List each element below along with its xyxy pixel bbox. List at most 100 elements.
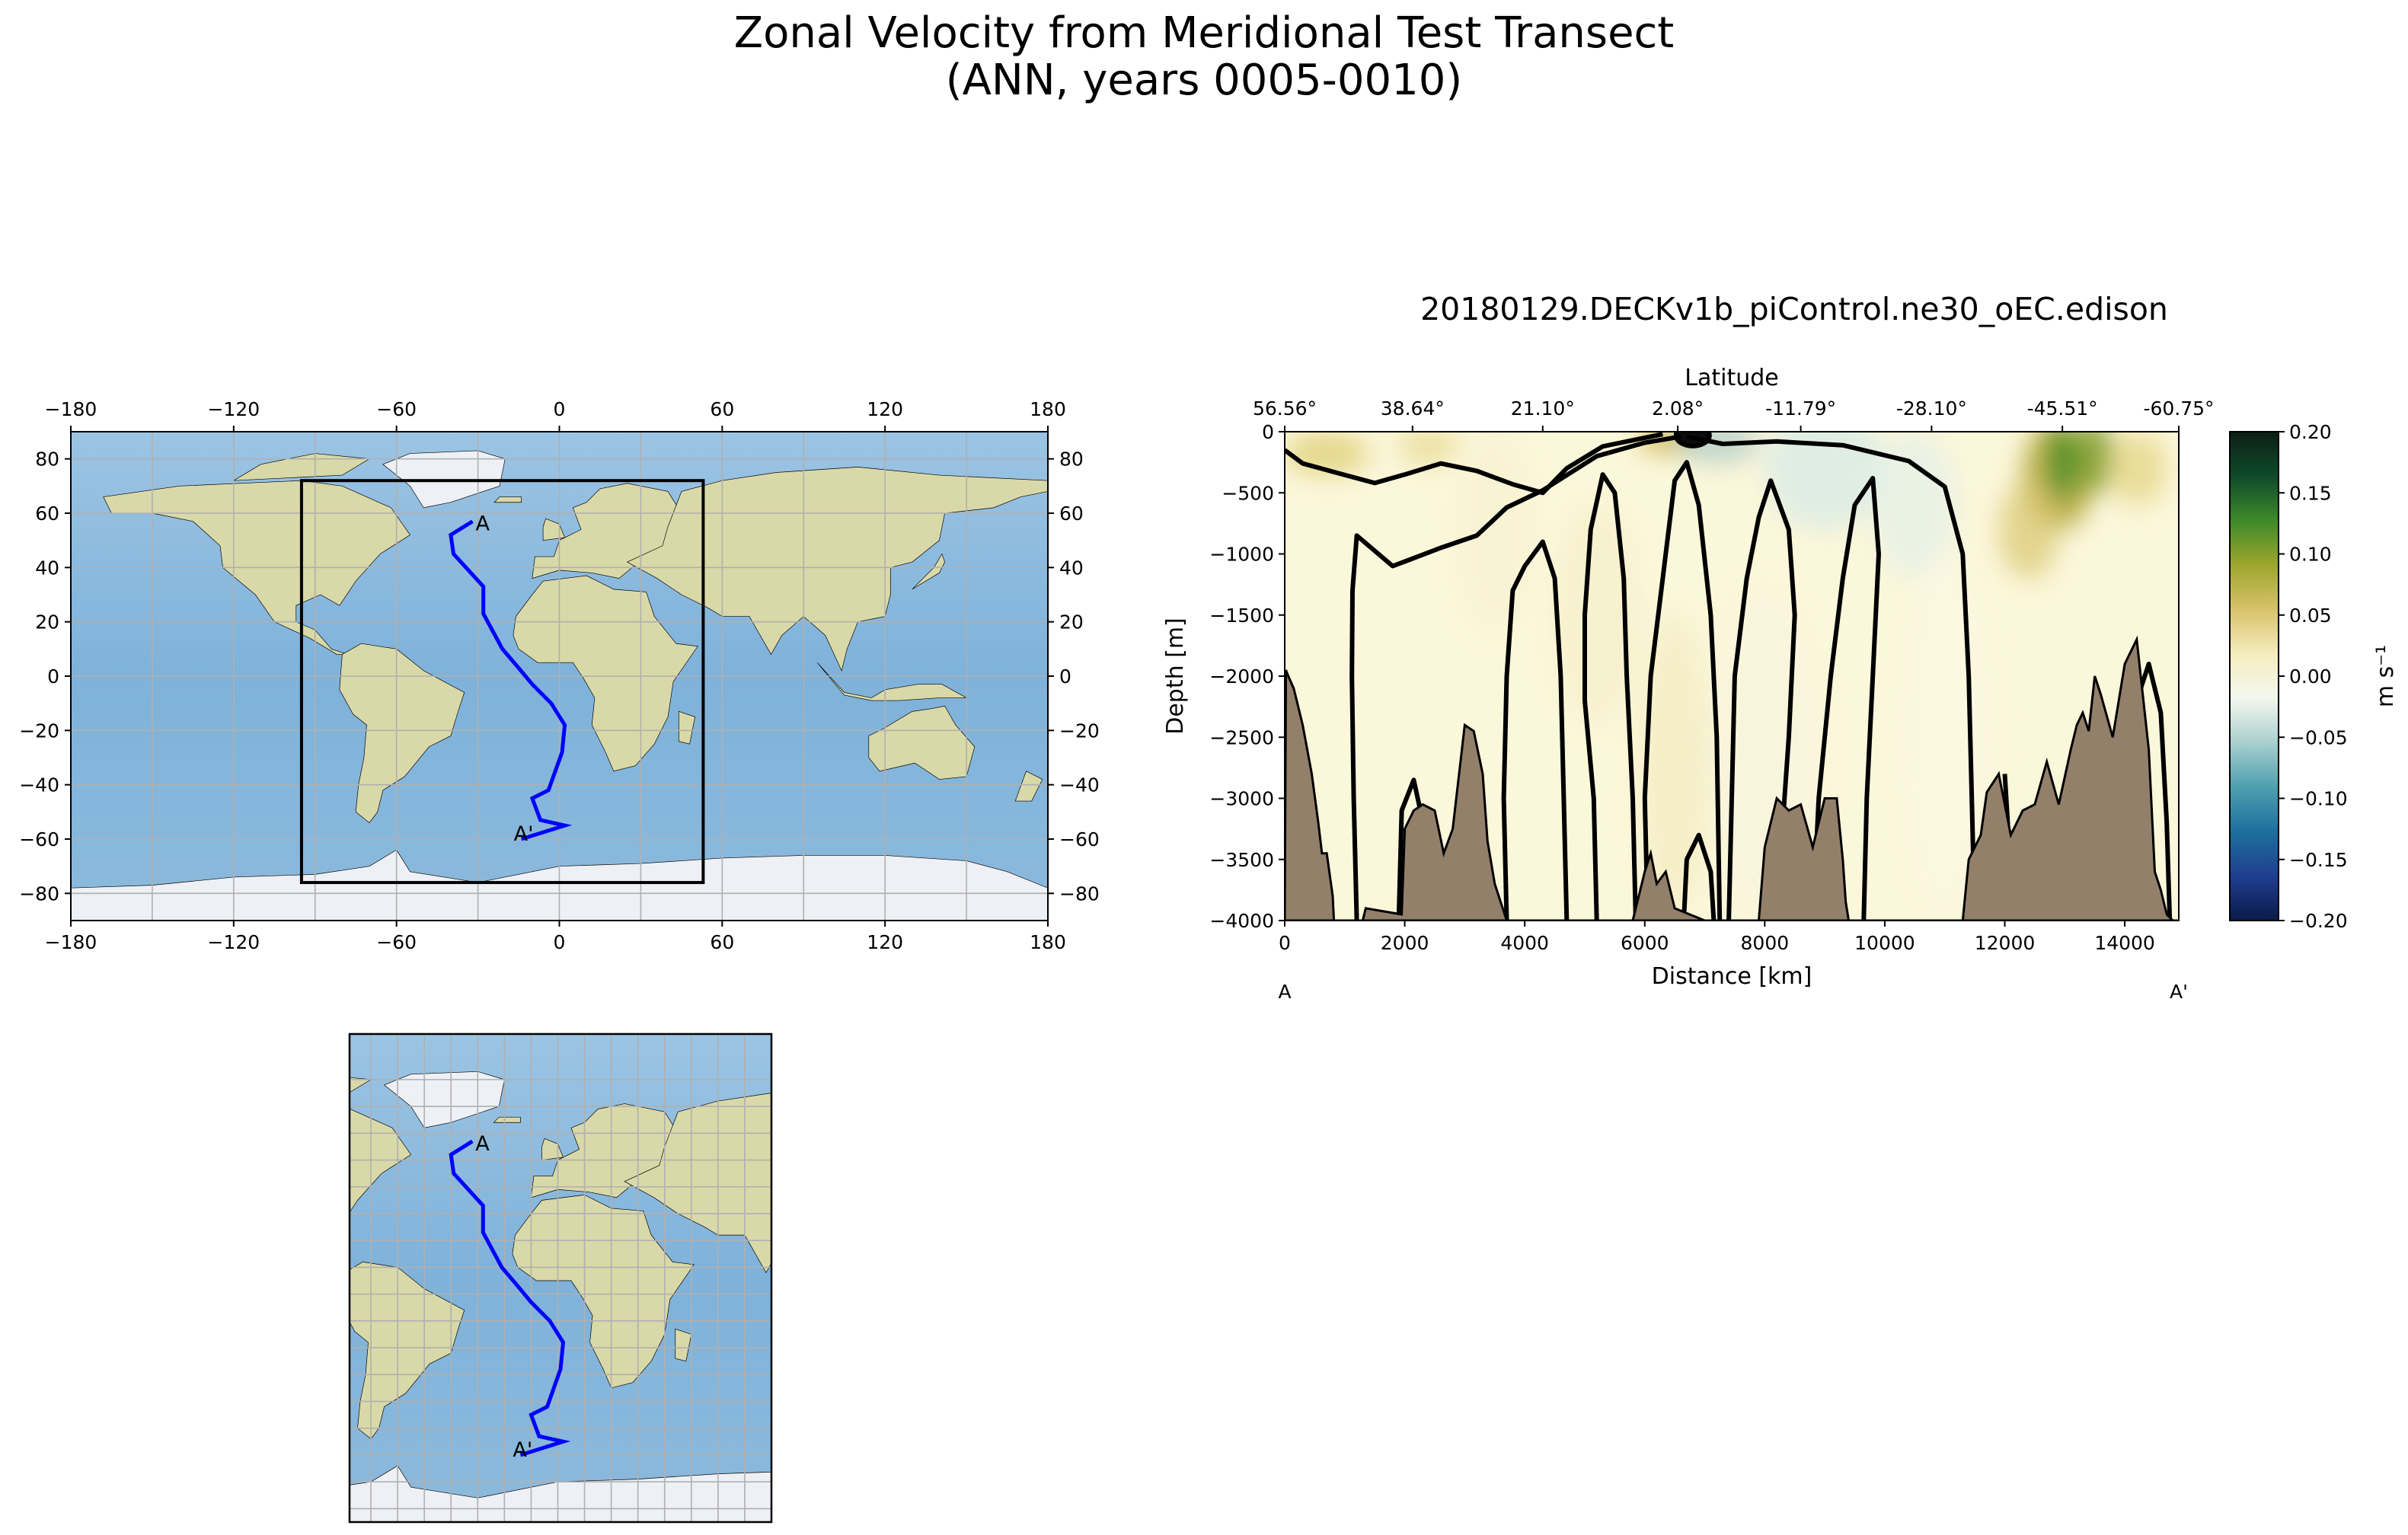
section-y-tick-label: 0 xyxy=(1262,421,1274,443)
section-field-feature xyxy=(1554,505,1639,726)
section-x-tick-label: 10000 xyxy=(1854,932,1915,954)
global-map-left-lat-label: −40 xyxy=(19,774,59,796)
inset-map-land-iceland xyxy=(493,1117,520,1122)
section-lat-tick-label: -11.79° xyxy=(1765,397,1836,420)
figure-subtitle: (ANN, years 0005-0010) xyxy=(946,56,1463,105)
global-map-land-arctic-islands xyxy=(234,454,369,481)
global-map-gridlines xyxy=(71,432,1048,921)
inset-map-land-indonesia xyxy=(812,1281,959,1318)
section-bathymetry xyxy=(1285,635,2179,921)
section-field-feature xyxy=(2106,432,2167,506)
section-contour-lines xyxy=(1285,432,2173,921)
global-map: −180 −180 −120 −120 −60 −60 0 0 60 60 120 120 180 180… xyxy=(19,398,1100,953)
section-title: 20180129.DECKv1b_piControl.ne30_oEC.edis… xyxy=(1420,291,2168,327)
global-map-right-lat-label: 20 xyxy=(1059,611,1084,633)
section-field-feature xyxy=(1998,480,2059,579)
section-contour xyxy=(1681,832,1717,921)
section-field-feature xyxy=(1398,432,1459,465)
inset-map-gridlines xyxy=(350,1034,771,1522)
colorbar-tick-label: 0.10 xyxy=(2289,544,2332,566)
global-map-transect-line xyxy=(449,519,573,841)
global-map-left-lat-label: −20 xyxy=(19,720,59,742)
section-ticks: 0 2000 4000 6000 8000 10000 12000 14000 0 −500 −10… xyxy=(1209,397,2214,954)
global-map-point-a-prime-label: A' xyxy=(514,822,534,846)
section-y-tick-label: −4000 xyxy=(1209,910,1274,932)
section-y-tick-label: −2000 xyxy=(1209,665,1274,688)
inset-map-land-japan xyxy=(905,1173,937,1208)
global-map-bottom-lon-label: −120 xyxy=(207,931,260,953)
global-map-top-lon-label: 180 xyxy=(1030,398,1066,420)
section-contour xyxy=(1726,478,1797,921)
inset-map-point-a-prime-label: A' xyxy=(513,1438,532,1462)
global-map-ticks: −180 −180 −120 −120 −60 −60 0 0 60 60 120 120 180 180… xyxy=(19,398,1100,953)
section-start-label: A xyxy=(1278,981,1291,1003)
section-y-tick-label: −2500 xyxy=(1209,726,1274,748)
colorbar-tick-label: −0.05 xyxy=(2289,726,2348,748)
section-contour xyxy=(1349,434,1681,921)
global-map-right-lat-label: 40 xyxy=(1059,557,1084,579)
section-lat-tick-label: 38.64° xyxy=(1381,397,1445,420)
section-x-tick-label: 0 xyxy=(1279,932,1291,954)
section-x-tick-label: 14000 xyxy=(2094,932,2155,954)
section-y-tick-label: −3000 xyxy=(1209,788,1274,810)
global-map-land-australia xyxy=(869,706,975,779)
section-contour xyxy=(1810,476,1881,921)
global-map-right-lat-label: −80 xyxy=(1059,882,1100,905)
inset-map-land-arctic-islands xyxy=(350,1074,371,1101)
section-contour xyxy=(1501,539,1570,921)
section-end-label: A' xyxy=(2170,981,2188,1003)
global-map-bottom-lon-label: −180 xyxy=(45,931,97,953)
global-map-left-lat-label: 60 xyxy=(35,503,59,525)
section-y-tick-label: −1500 xyxy=(1209,605,1274,627)
section-x-tick-label: 4000 xyxy=(1500,932,1549,954)
inset-map-land-shapes xyxy=(350,1071,1033,1522)
inset-map: A A' xyxy=(348,1032,1033,1524)
colorbar-tick-label: −0.10 xyxy=(2289,788,2348,810)
global-map-right-lat-label: 60 xyxy=(1059,503,1084,525)
colorbar-tick-label: −0.20 xyxy=(2289,910,2348,932)
global-map-right-lat-label: −40 xyxy=(1059,774,1100,796)
global-map-top-lon-label: −180 xyxy=(45,398,97,420)
section-field-feature xyxy=(1458,432,1531,627)
global-map-top-lon-label: 0 xyxy=(554,398,566,420)
inset-map-land xyxy=(350,1071,1033,1522)
global-map-land-japan xyxy=(912,554,945,589)
colorbar: 0.20 0.15 0.10 0.05 0.00 −0.05 −0.10 −0.15 −0.20… xyxy=(2229,421,2399,932)
section-x-tick-label: 12000 xyxy=(1975,932,2036,954)
section-field-feature xyxy=(2077,432,2113,493)
global-map-inset-extent-box xyxy=(299,479,705,885)
global-map-bottom-lon-label: 120 xyxy=(867,931,903,953)
colorbar-tick-label: 0.15 xyxy=(2289,482,2332,504)
global-map-top-lon-label: 120 xyxy=(867,398,903,420)
global-map-left-lat-label: −80 xyxy=(19,882,59,905)
inset-map-transect-line xyxy=(449,1139,571,1457)
global-map-land-indonesia xyxy=(817,662,966,700)
global-map-right-lat-label: 0 xyxy=(1059,665,1071,688)
colorbar-tick-label: 0.00 xyxy=(2289,665,2332,688)
global-map-left-lat-label: 80 xyxy=(35,448,59,471)
section-x-tick-label: 8000 xyxy=(1741,932,1790,954)
section-y-tick-label: −3500 xyxy=(1209,849,1274,871)
global-map-left-lat-label: 20 xyxy=(35,611,59,633)
global-map-left-lat-label: 40 xyxy=(35,557,59,579)
global-map-bottom-lon-label: 60 xyxy=(710,931,734,953)
colorbar-tick-label: 0.20 xyxy=(2289,421,2332,443)
inset-map-land-new-zealand xyxy=(1007,1388,1033,1418)
global-map-point-a-label: A xyxy=(475,512,490,536)
colorbar-gradient xyxy=(2229,431,2279,921)
section-x-tick-label: 2000 xyxy=(1381,932,1429,954)
section-plot: 20180129.DECKv1b_piControl.ne30_oEC.edis… xyxy=(1162,291,2215,1003)
colorbar-tick-label: 0.05 xyxy=(2289,605,2332,627)
global-map-land-iceland xyxy=(494,497,522,503)
section-field-feature xyxy=(2049,432,2075,502)
section-contour xyxy=(1686,434,1978,921)
section-lat-tick-label: 56.56° xyxy=(1253,397,1317,420)
global-map-land-new-zealand xyxy=(1015,771,1043,801)
inset-map-frame xyxy=(348,1032,773,1524)
section-jet-core xyxy=(1673,432,1712,448)
section-latitude-axis-label: Latitude xyxy=(1685,365,1778,391)
section-y-tick-label: −500 xyxy=(1222,482,1274,504)
section-lat-tick-label: 2.08° xyxy=(1652,397,1704,420)
global-map-land-south-america xyxy=(340,643,465,822)
global-map-bottom-lon-label: −60 xyxy=(376,931,417,953)
